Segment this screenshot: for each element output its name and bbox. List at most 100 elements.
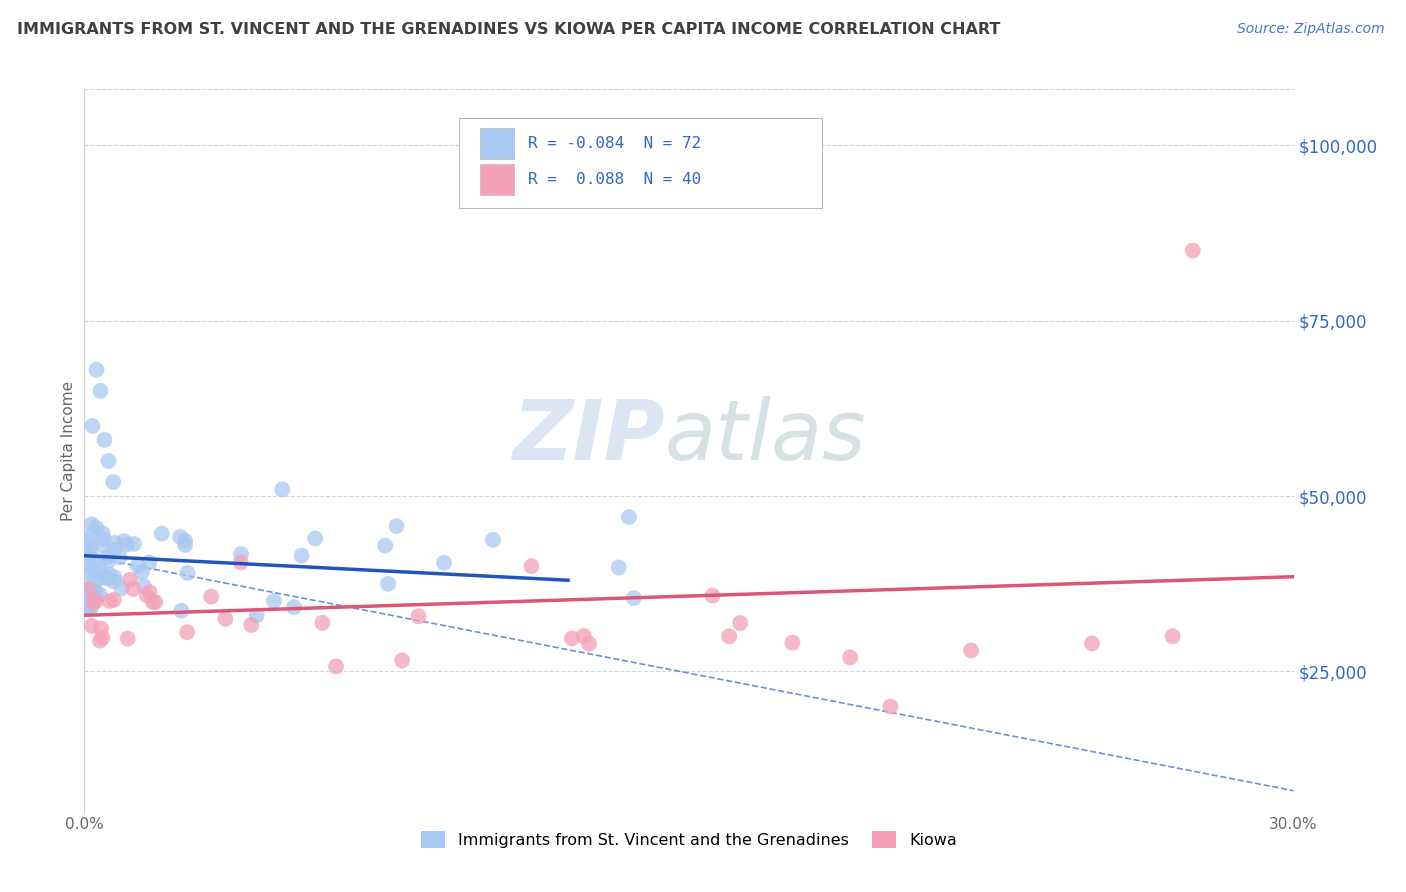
Point	[77, 550, 100, 565]
Point	[77, 591, 100, 605]
Point	[82, 596, 104, 610]
Point	[103, 542, 125, 557]
Point	[283, 600, 305, 615]
Point	[117, 632, 139, 646]
Point	[97, 549, 120, 564]
Point	[176, 625, 198, 640]
Point	[408, 609, 430, 624]
Point	[91, 631, 114, 645]
Point	[200, 590, 222, 604]
Point	[103, 592, 125, 607]
Point	[77, 534, 100, 549]
Point	[132, 579, 155, 593]
Point	[97, 454, 120, 468]
Text: Source: ZipAtlas.com: Source: ZipAtlas.com	[1237, 22, 1385, 37]
Point	[263, 594, 285, 608]
Point	[839, 650, 862, 665]
Point	[174, 538, 197, 552]
Point	[391, 653, 413, 667]
Point	[325, 659, 347, 673]
Point	[84, 594, 107, 608]
Point	[84, 588, 107, 602]
Point	[77, 582, 100, 596]
Point	[86, 363, 108, 377]
Point	[728, 616, 751, 631]
Bar	[479, 128, 513, 159]
Point	[782, 635, 804, 649]
Legend: Immigrants from St. Vincent and the Grenadines, Kiowa: Immigrants from St. Vincent and the Gren…	[415, 825, 963, 855]
Point	[578, 637, 600, 651]
Point	[122, 582, 145, 596]
Point	[89, 587, 111, 601]
Point	[617, 510, 640, 524]
Point	[385, 519, 408, 533]
Point	[311, 615, 333, 630]
Point	[77, 585, 100, 599]
Point	[136, 589, 159, 603]
Point	[115, 537, 138, 551]
Point	[623, 591, 645, 606]
Point	[104, 535, 127, 549]
Point	[482, 533, 505, 547]
Point	[103, 570, 125, 584]
Point	[80, 541, 103, 555]
Point	[87, 561, 110, 575]
Point	[89, 384, 111, 398]
Point	[433, 556, 456, 570]
Point	[79, 583, 101, 598]
Point	[960, 643, 983, 657]
Point	[112, 534, 135, 549]
Point	[143, 595, 166, 609]
Point	[138, 585, 160, 599]
Point	[91, 526, 114, 541]
Point	[82, 418, 104, 433]
Point	[80, 576, 103, 591]
Point	[98, 567, 121, 582]
Point	[80, 517, 103, 532]
Point	[97, 554, 120, 568]
Point	[84, 564, 107, 578]
Point	[79, 597, 101, 611]
Point	[103, 475, 125, 489]
Point	[271, 483, 294, 497]
Point	[98, 594, 121, 608]
Point	[110, 582, 132, 596]
Point	[97, 571, 120, 585]
Point	[1181, 244, 1204, 258]
Point	[229, 547, 252, 561]
Point	[84, 584, 107, 599]
Point	[718, 629, 741, 643]
Text: ZIP: ZIP	[512, 395, 665, 476]
Point	[80, 601, 103, 615]
Point	[377, 577, 399, 591]
Point	[80, 619, 103, 633]
Point	[93, 532, 115, 546]
Point	[214, 612, 236, 626]
Point	[229, 556, 252, 570]
Point	[245, 608, 267, 623]
Point	[122, 537, 145, 551]
Point	[127, 558, 149, 573]
Point	[1081, 636, 1104, 650]
FancyBboxPatch shape	[460, 118, 823, 209]
Point	[304, 532, 326, 546]
Point	[520, 559, 543, 574]
Point	[169, 530, 191, 544]
Point	[108, 550, 131, 565]
Point	[572, 629, 595, 643]
Point	[374, 539, 396, 553]
Point	[170, 604, 193, 618]
Point	[1161, 629, 1184, 643]
Point	[80, 528, 103, 542]
Point	[79, 561, 101, 575]
Point	[607, 560, 630, 574]
Point	[96, 571, 118, 585]
Point	[879, 699, 901, 714]
Point	[176, 566, 198, 580]
Point	[83, 552, 105, 566]
Point	[84, 574, 107, 589]
Point	[77, 565, 100, 579]
Point	[138, 556, 160, 570]
Point	[90, 622, 112, 636]
Y-axis label: Per Capita Income: Per Capita Income	[60, 380, 76, 521]
